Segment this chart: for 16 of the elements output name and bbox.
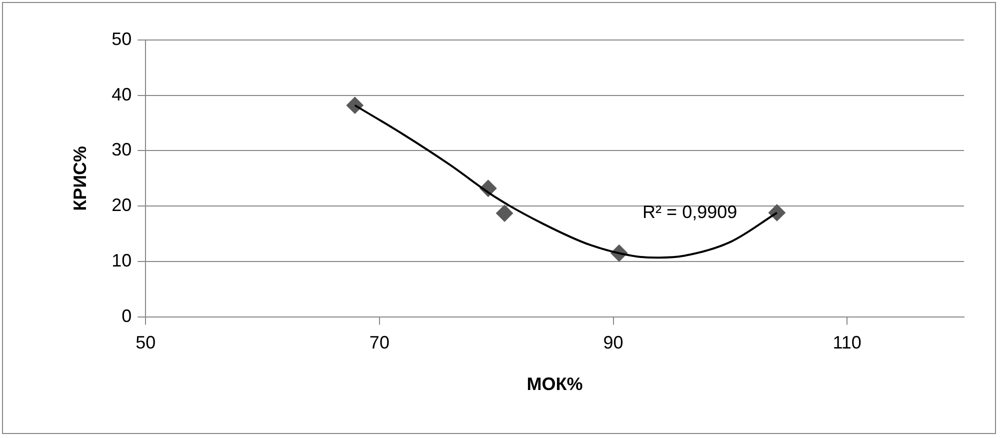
y-tick-label: 0	[122, 306, 132, 326]
x-tick-label: 90	[603, 332, 624, 353]
y-tick-label: 50	[112, 28, 132, 49]
point	[496, 204, 514, 222]
x-tick-label: 70	[369, 332, 390, 353]
point	[346, 96, 364, 114]
x-tick-label: 110	[832, 332, 862, 353]
x-tick-label: 50	[136, 332, 156, 353]
y-tick-label: 10	[112, 250, 132, 270]
y-tick-label: 40	[112, 84, 132, 104]
y-tick-label: 30	[112, 140, 132, 160]
y-tick-label: 20	[112, 195, 132, 216]
annotation: R² = 0,9909	[642, 202, 738, 222]
point	[768, 204, 786, 222]
x-axis-title: МОК%	[526, 374, 583, 394]
y-axis-title: КРИС%	[70, 146, 90, 211]
